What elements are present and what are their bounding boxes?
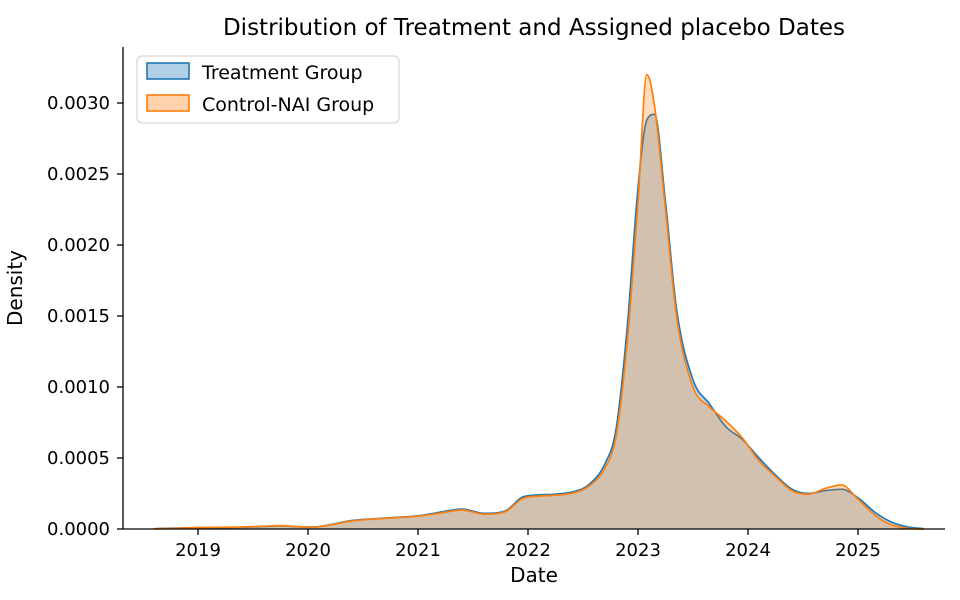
legend: Treatment Group Control-NAI Group [136,55,400,124]
y-tick-label: 0.0005 [47,448,110,469]
y-tick-label: 0.0020 [47,235,110,256]
control-nai-group-curve [153,73,925,530]
x-axis: 2019 2020 2021 2022 2023 2024 2025 Date [123,528,945,587]
x-tick-label: 2021 [395,540,441,561]
y-axis: 0.0000 0.0005 0.0010 0.0015 0.0020 0.002… [3,47,124,540]
legend-swatch-treatment [146,62,190,80]
treatment-group-area [154,114,924,530]
series-layer [153,73,925,530]
x-tick-label: 2020 [285,540,331,561]
treatment-group-curve [153,113,925,530]
y-tick-label: 0.0025 [47,164,110,185]
legend-label-treatment: Treatment Group [201,62,363,84]
y-tick-label: 0.0015 [47,306,110,327]
legend-swatch-control [146,94,190,112]
legend-box [136,55,400,124]
y-tick-label: 0.0000 [47,519,110,540]
y-tick-label: 0.0030 [47,93,110,114]
legend-label-control: Control-NAI Group [202,94,374,116]
x-axis-label: Date [510,563,558,587]
control-nai-group-area [154,74,924,529]
x-tick-label: 2023 [615,540,661,561]
x-tick-label: 2019 [175,540,221,561]
y-axis-label: Density [3,250,27,326]
x-tick-label: 2024 [725,540,771,561]
x-tick-label: 2025 [835,540,881,561]
x-tick-label: 2022 [505,540,551,561]
chart-title: Distribution of Treatment and Assigned p… [223,15,845,41]
y-tick-label: 0.0010 [47,377,110,398]
